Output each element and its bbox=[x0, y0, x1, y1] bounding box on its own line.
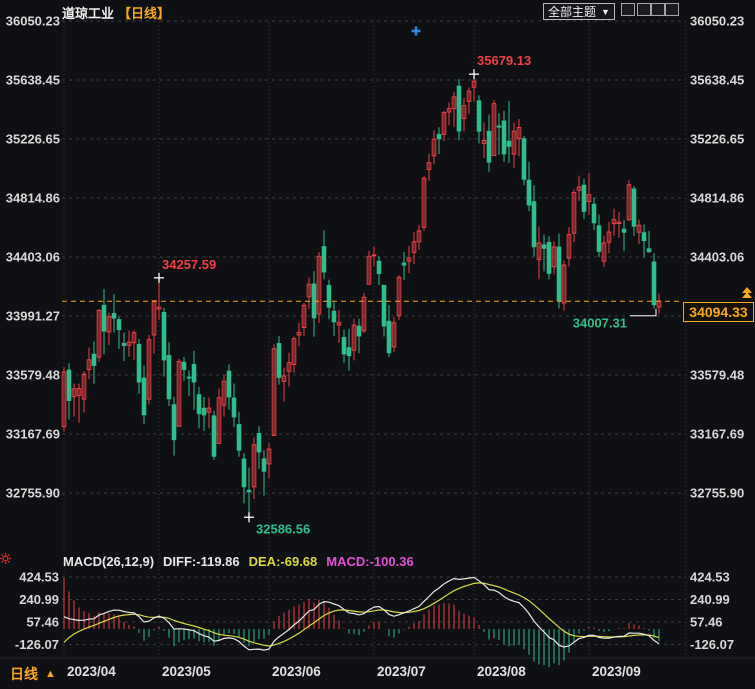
symbol-name: 道琼工业 bbox=[62, 6, 115, 21]
macd-header: MACD(26,12,9) DIFF:-119.86 DEA:-69.68 MA… bbox=[63, 554, 414, 569]
date-axis-label: 2023/06 bbox=[272, 664, 321, 679]
price-up-arrows-icon bbox=[741, 287, 753, 300]
macd-lines bbox=[63, 576, 660, 651]
macd-axis-label-left: 240.99 bbox=[19, 592, 59, 607]
price-axis-label-left: 35226.65 bbox=[6, 132, 60, 147]
price-axis-label-left: 36050.23 bbox=[6, 14, 60, 29]
macd-axis-label-left: 57.46 bbox=[26, 615, 59, 630]
extreme-price-label: 34257.59 bbox=[162, 257, 216, 272]
extreme-price-label: 34007.31 bbox=[573, 316, 627, 331]
price-axis-label-right: 33579.48 bbox=[690, 368, 744, 383]
chart-title: 道琼工业 【日线】 bbox=[62, 3, 170, 22]
macd-diff-value: DIFF:-119.86 bbox=[163, 554, 240, 569]
price-axis-label-right: 35638.45 bbox=[690, 72, 744, 87]
current-price-tag[interactable]: 34094.33 bbox=[683, 302, 754, 322]
price-axis-label-left: 35638.45 bbox=[6, 72, 60, 87]
price-axis-label-left: 34814.86 bbox=[6, 191, 60, 206]
current-price-value: 34094.33 bbox=[689, 304, 748, 320]
date-axis-label: 2023/09 bbox=[592, 664, 641, 679]
date-axis-label: 2023/07 bbox=[377, 664, 426, 679]
price-axis-label-left: 33167.69 bbox=[6, 427, 60, 442]
macd-histogram bbox=[63, 577, 660, 667]
triangle-up-icon: ▲ bbox=[45, 668, 56, 680]
macd-params-label: MACD(26,12,9) bbox=[63, 554, 155, 569]
candles bbox=[61, 74, 662, 518]
price-axis-label-left: 32755.90 bbox=[6, 486, 60, 501]
price-axis-label-left: 33991.27 bbox=[6, 309, 60, 324]
period-selector[interactable]: 日线 ▲ bbox=[10, 664, 56, 684]
date-axis-label: 2023/08 bbox=[477, 664, 526, 679]
price-axis-label-right: 34403.06 bbox=[690, 250, 744, 265]
macd-axis-label-right: 240.99 bbox=[690, 592, 730, 607]
macd-axis-label-right: 424.53 bbox=[690, 570, 730, 585]
period-tag: 【日线】 bbox=[118, 6, 171, 21]
date-axis-label: 2023/04 bbox=[67, 664, 116, 679]
annotations bbox=[154, 69, 657, 523]
chevron-down-icon: ▼ bbox=[601, 6, 610, 17]
x-axis-scale-button[interactable] bbox=[651, 3, 665, 16]
macd-axis-label-right: -126.07 bbox=[690, 637, 734, 652]
price-axis-label-right: 32755.90 bbox=[690, 486, 744, 501]
pan-tool-button[interactable] bbox=[621, 3, 635, 16]
indicator-settings-icon[interactable] bbox=[0, 551, 11, 569]
macd-axis-label-left: -126.07 bbox=[15, 637, 59, 652]
theme-dropdown-label: 全部主题 bbox=[548, 5, 597, 19]
macd-axis-label-left: 424.53 bbox=[19, 570, 59, 585]
theme-dropdown[interactable]: 全部主题 ▼ bbox=[543, 3, 615, 20]
macd-dea-value: DEA:-69.68 bbox=[248, 554, 318, 569]
period-selector-label: 日线 bbox=[10, 666, 38, 682]
pane-shift-button[interactable] bbox=[665, 3, 679, 16]
macd-axis-label-right: 57.46 bbox=[690, 615, 723, 630]
event-marker bbox=[411, 26, 421, 36]
diff-line bbox=[63, 576, 660, 651]
extreme-price-label: 35679.13 bbox=[477, 53, 531, 68]
y-axis-scale-button[interactable] bbox=[637, 3, 651, 16]
price-axis-label-right: 34814.86 bbox=[690, 191, 744, 206]
extreme-price-label: 32586.56 bbox=[256, 521, 310, 536]
price-axis-label-left: 34403.06 bbox=[6, 250, 60, 265]
price-axis-label-right: 35226.65 bbox=[690, 132, 744, 147]
axis-labels: 36050.23 36050.23 35638.45 35638.45 35226.65… bbox=[6, 14, 744, 680]
macd-macd-value: MACD:-100.36 bbox=[326, 554, 414, 569]
price-axis-label-left: 33579.48 bbox=[6, 368, 60, 383]
date-axis-label: 2023/05 bbox=[162, 664, 211, 679]
price-axis-label-right: 36050.23 bbox=[690, 14, 744, 29]
price-axis-label-right: 33167.69 bbox=[690, 427, 744, 442]
